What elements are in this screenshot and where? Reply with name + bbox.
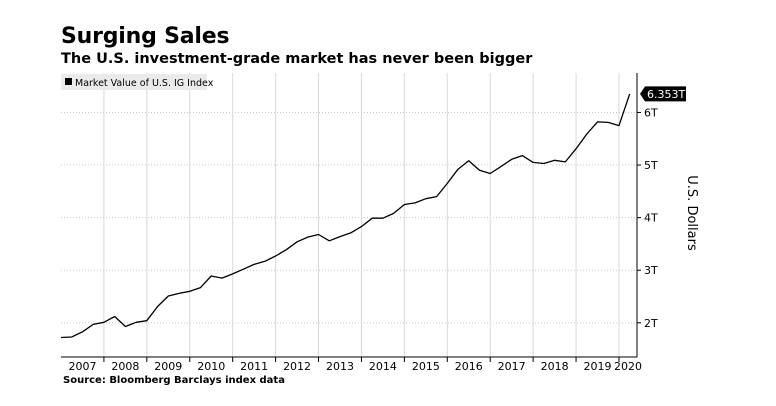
series-layer: [60, 93, 631, 339]
y-tick-labels: 2T 3T 4T 5T 6T: [644, 106, 658, 329]
chart-title: Surging Sales: [61, 24, 230, 49]
last-value-badge: [640, 86, 686, 102]
series-line: [60, 93, 631, 339]
y-tick-label: 2T: [644, 317, 658, 330]
x-tick-label: 2013: [326, 360, 354, 373]
x-tick-label: 2017: [498, 360, 526, 373]
x-tick-label: 2016: [455, 360, 483, 373]
x-tick-label: 2007: [68, 360, 96, 373]
source-note: Source: Bloomberg Barclays index data: [63, 375, 285, 386]
legend-label: Market Value of U.S. IG Index: [75, 78, 214, 89]
last-value-callout: 6.353T: [640, 86, 686, 102]
x-tick-label: 2019: [584, 360, 612, 373]
legend-box: [61, 74, 207, 90]
axis-layer: [61, 73, 641, 362]
x-tick-label: 2009: [154, 360, 182, 373]
x-tick-labels: 2007 2008 2009 2010 2011 2012 2013 2014 2015 2016…: [68, 360, 642, 373]
legend: Market Value of U.S. IG Index: [61, 74, 214, 90]
y-axis-title: U.S. Dollars: [684, 175, 699, 251]
chart-subtitle: The U.S. investment-grade market has nev…: [61, 51, 533, 67]
y-tick-label: 6T: [644, 106, 658, 119]
grid-layer: [61, 73, 637, 357]
y-tick-label: 4T: [644, 212, 658, 225]
x-tick-label: 2008: [111, 360, 139, 373]
last-value-label: 6.353T: [647, 88, 685, 101]
x-tick-label: 2020: [614, 360, 642, 373]
y-tick-label: 5T: [644, 159, 658, 172]
x-tick-label: 2012: [283, 360, 311, 373]
x-tick-label: 2010: [197, 360, 225, 373]
legend-swatch: [65, 78, 72, 85]
x-tick-label: 2014: [369, 360, 397, 373]
x-tick-label: 2018: [541, 360, 569, 373]
x-tick-label: 2011: [240, 360, 268, 373]
y-tick-label: 3T: [644, 264, 658, 277]
x-tick-label: 2015: [412, 360, 440, 373]
